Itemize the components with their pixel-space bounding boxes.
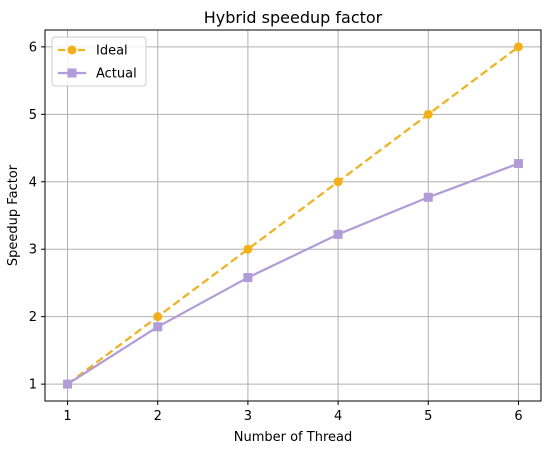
ideal-legend-label: Ideal (96, 44, 128, 59)
x-axis-label: Number of Thread (234, 430, 352, 445)
ideal-point (153, 312, 163, 322)
legend: Ideal Actual (51, 36, 147, 87)
ideal-point (333, 177, 343, 187)
ideal-point (243, 244, 253, 254)
plot-frame (44, 29, 542, 402)
actual-point (423, 192, 433, 202)
x-tick-label: 4 (334, 409, 342, 424)
y-tick-label: 4 (29, 175, 37, 190)
y-tick-label: 6 (29, 40, 37, 55)
x-tick-label: 2 (154, 409, 162, 424)
y-tick-label: 1 (29, 378, 37, 393)
x-tick-label: 6 (514, 409, 522, 424)
actual-point (243, 273, 253, 283)
actual-point (63, 379, 73, 389)
actual-point (513, 159, 523, 169)
y-axis-label: Speedup Factor (6, 164, 21, 266)
ideal-point (423, 109, 433, 119)
actual-point (153, 322, 163, 332)
chart-title: Hybrid speedup factor (204, 8, 383, 27)
y-tick-label: 5 (29, 108, 37, 123)
ideal-legend-marker (67, 45, 77, 55)
actual-point (333, 229, 343, 239)
y-tick-label: 3 (29, 243, 37, 258)
y-tick-label: 2 (29, 310, 37, 325)
ideal-point (513, 42, 523, 52)
x-tick-label: 3 (244, 409, 252, 424)
x-tick-label: 1 (63, 409, 71, 424)
x-tick-label: 5 (424, 409, 432, 424)
actual-legend-label: Actual (96, 67, 137, 82)
ideal-series-line (66, 45, 520, 386)
actual-series-line (66, 162, 519, 386)
actual-legend-marker (67, 68, 77, 78)
